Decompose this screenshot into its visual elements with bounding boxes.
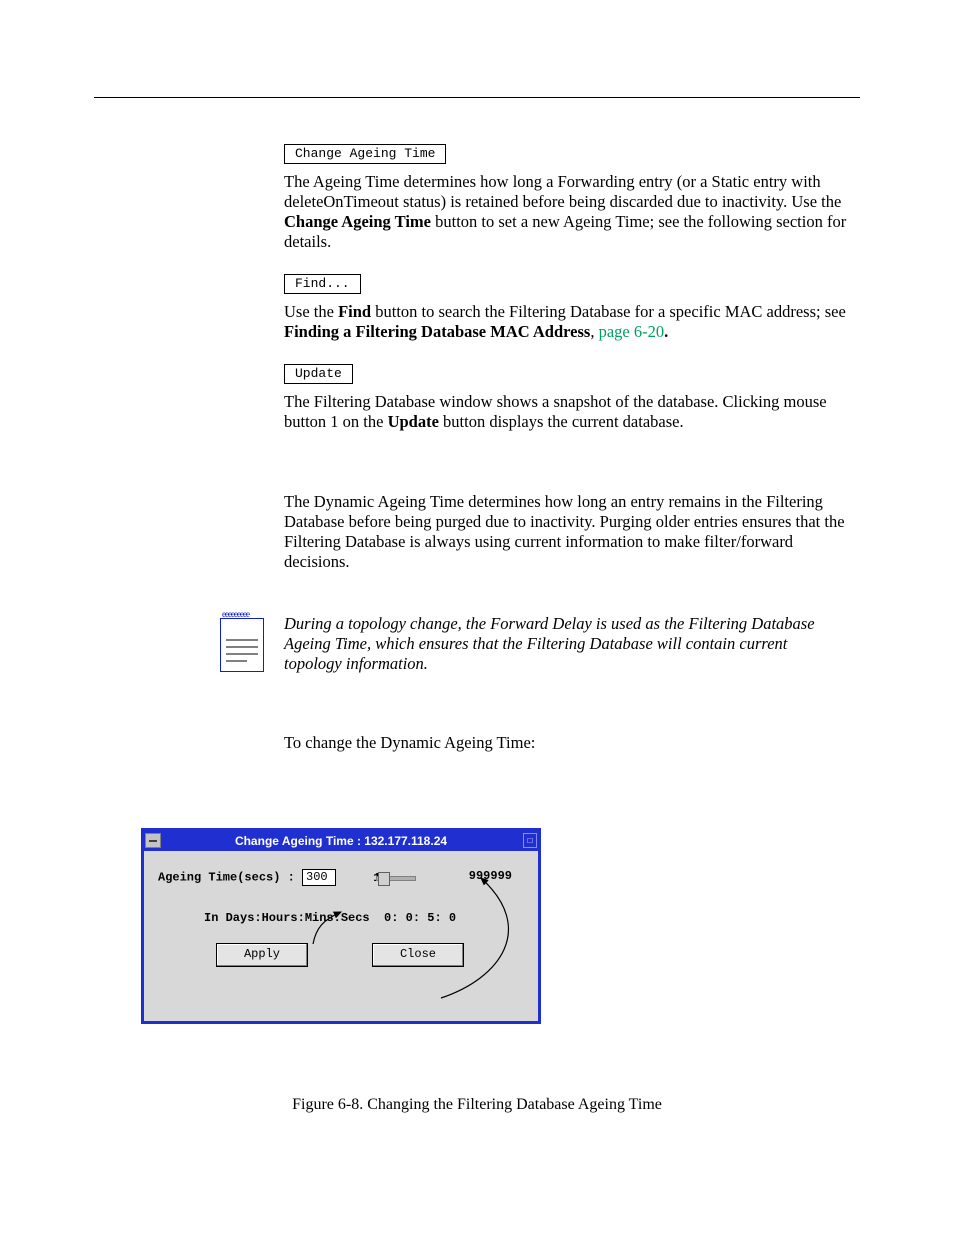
- find-button[interactable]: Find...: [284, 274, 361, 294]
- change-ageing-time-button[interactable]: Change Ageing Time: [284, 144, 446, 164]
- ageing-time-input[interactable]: 300: [302, 869, 336, 886]
- ageing-slider[interactable]: [376, 872, 416, 882]
- dialog-titlebar: Change Ageing Time : 132.177.118.24 □: [144, 831, 538, 851]
- icon-line: [226, 646, 258, 648]
- text: .: [664, 322, 668, 341]
- close-button[interactable]: Close: [372, 943, 464, 967]
- days-value: 0: 0: 5: 0: [384, 911, 456, 925]
- icon-line: [226, 653, 258, 655]
- bold-text: Update: [388, 412, 439, 431]
- update-paragraph: The Filtering Database window shows a sn…: [284, 392, 860, 432]
- page: Change Ageing Time The Ageing Time deter…: [0, 0, 954, 1235]
- ageing-label: Ageing Time(secs) :: [158, 871, 295, 885]
- icon-line: [226, 639, 258, 641]
- top-rule: [94, 97, 860, 98]
- days-row: In Days:Hours:Mins:Secs 0: 0: 5: 0: [204, 911, 524, 925]
- days-label: In Days:Hours:Mins:Secs: [204, 911, 370, 925]
- text: ,: [590, 322, 598, 341]
- dynamic-ageing-paragraph: The Dynamic Ageing Time determines how l…: [284, 492, 860, 572]
- ageing-row: Ageing Time(secs) : 300 10 999999: [158, 869, 524, 886]
- dialog-title-text: Change Ageing Time : 132.177.118.24: [235, 834, 447, 848]
- slider-thumb[interactable]: [378, 872, 390, 886]
- change-ageing-block: Change Ageing Time: [284, 144, 860, 166]
- change-ageing-paragraph: The Ageing Time determines how long a Fo…: [284, 172, 860, 252]
- text: Use the: [284, 302, 338, 321]
- text: button to search the Filtering Database …: [371, 302, 846, 321]
- text: The Ageing Time determines how long a Fo…: [284, 172, 841, 211]
- figure-caption: Figure 6-8. Changing the Filtering Datab…: [0, 1096, 954, 1114]
- bold-text: Change Ageing Time: [284, 212, 431, 231]
- apply-button[interactable]: Apply: [216, 943, 308, 967]
- window-aux-button[interactable]: □: [523, 833, 537, 848]
- note-icon: eeeeeeeee: [220, 614, 264, 674]
- dialog-body: Ageing Time(secs) : 300 10 999999 In Day…: [144, 851, 538, 1021]
- note-text: During a topology change, the Forward De…: [284, 614, 840, 674]
- page-ref-link[interactable]: page 6-20: [599, 322, 665, 341]
- instruction-text: To change the Dynamic Ageing Time:: [284, 733, 860, 753]
- bold-text: Find: [338, 302, 371, 321]
- window-menu-button[interactable]: [145, 833, 161, 848]
- slider-max: 999999: [469, 869, 512, 883]
- text: button displays the current database.: [439, 412, 684, 431]
- find-paragraph: Use the Find button to search the Filter…: [284, 302, 860, 342]
- update-block: Update: [284, 364, 860, 386]
- find-block: Find...: [284, 274, 860, 296]
- bold-text: Finding a Filtering Database MAC Address: [284, 322, 590, 341]
- update-button[interactable]: Update: [284, 364, 353, 384]
- note-sheet: [220, 618, 264, 672]
- body-content: Change Ageing Time The Ageing Time deter…: [284, 144, 860, 594]
- icon-line: [226, 660, 247, 662]
- change-ageing-dialog: Change Ageing Time : 132.177.118.24 □ Ag…: [141, 828, 541, 1024]
- note-spiral: eeeeeeeee: [222, 610, 262, 618]
